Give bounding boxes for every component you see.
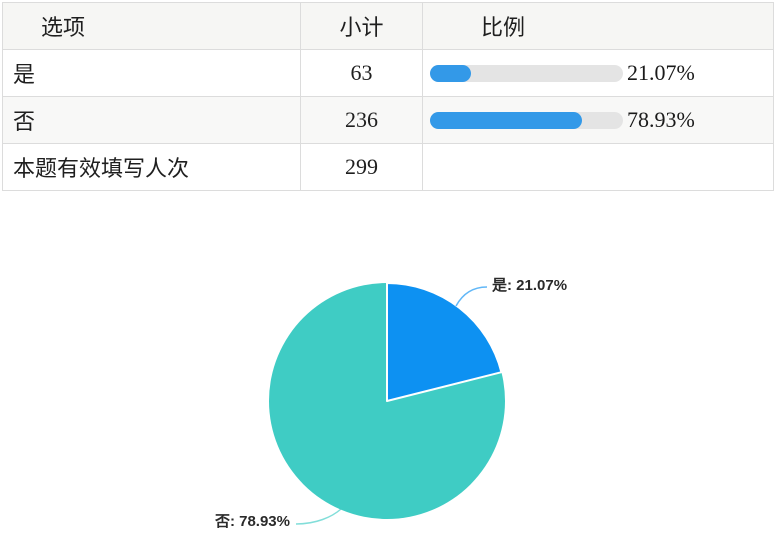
ratio-cell: 78.93% <box>423 97 773 143</box>
ratio-bar-track <box>430 64 623 82</box>
option-cell: 是 <box>3 50 301 96</box>
pie-chart: 是: 21.07% 否: 78.93% <box>0 230 776 546</box>
ratio-percent: 78.93% <box>627 107 695 132</box>
option-cell: 本题有效填写人次 <box>3 144 301 190</box>
table-row-yes: 是 63 21.07% <box>3 50 773 97</box>
table-row-total: 本题有效填写人次 299 <box>3 144 773 190</box>
pie-label-yes: 是: 21.07% <box>492 277 568 294</box>
results-table: 选项 小计 比例 是 63 21.07% 否 236 78.93% <box>2 2 774 191</box>
pie-label-no: 否: 78.93% <box>214 513 290 530</box>
col-header-ratio: 比例 <box>481 15 526 40</box>
pie-leader-line-no <box>295 508 342 525</box>
count-cell: 236 <box>301 97 423 143</box>
col-header-option: 选项 <box>3 3 301 49</box>
count-cell: 63 <box>301 50 423 96</box>
col-header-count: 小计 <box>301 3 423 49</box>
option-cell: 否 <box>3 97 301 143</box>
ratio-cell-empty <box>423 144 773 190</box>
count-cell: 299 <box>301 144 423 190</box>
pie-slice-yes[interactable] <box>386 282 503 402</box>
pie-leader-line-yes <box>455 286 488 307</box>
table-header-row: 选项 小计 比例 <box>3 3 773 50</box>
ratio-cell: 21.07% <box>423 50 773 96</box>
table-row-no: 否 236 78.93% <box>3 97 773 144</box>
ratio-bar-fill <box>430 64 471 82</box>
ratio-percent: 21.07% <box>627 60 695 85</box>
pie-chart-svg <box>269 282 505 525</box>
ratio-bar-track <box>430 111 623 129</box>
ratio-bar-fill <box>430 111 583 129</box>
